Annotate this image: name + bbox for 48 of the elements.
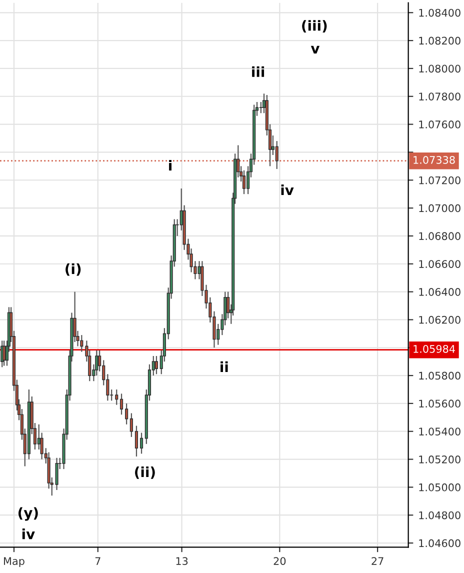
annotation: iv [281,184,294,196]
y-tick-label: 1.07000 [419,204,460,212]
y-tick-label: 1.04600 [419,539,460,548]
candlestick [154,355,158,375]
x-tick-label: 20 [274,557,286,565]
y-tick-label: 1.07200 [419,176,460,184]
candlestick [2,340,6,366]
candlestick [242,170,246,195]
candlestick [125,402,128,425]
x-tick-label: 27 [372,557,384,565]
candlestick [37,424,40,450]
y-tick-label: 1.08000 [419,64,460,73]
y-tick-label: 1.08200 [419,36,460,45]
candlestick [140,432,144,454]
annotation: iv [22,528,35,540]
candlestick [259,101,262,114]
candlestick [120,393,124,416]
y-tick-label: 1.05600 [419,400,460,408]
y-tick-label: 1.05000 [419,483,460,492]
y-tick-label: 1.06800 [419,232,460,240]
ref-line-label: 1.05984 [414,344,455,353]
candlestick [115,388,118,406]
annotation: ii [220,361,228,372]
candlestick [134,425,138,458]
annotation: (i) [66,263,81,276]
y-tick-label: 1.05800 [419,372,460,380]
y-tick-label: 1.05400 [419,428,460,436]
y-tick-label: 1.06600 [419,260,460,268]
y-tick-label: 1.07600 [419,120,460,128]
annotation: v [310,46,320,54]
x-tick-label: 13 [176,557,188,565]
y-tick-label: 1.06200 [419,316,460,324]
y-tick-label: 1.07800 [419,92,460,100]
annotation: (y) [18,507,38,521]
x-tick-label: 7 [95,557,100,565]
annotation: (iii) [302,20,327,32]
y-tick-label: 1.06400 [419,288,460,296]
y-tick-label: 1.04800 [419,511,460,520]
y-tick-label: 1.08400 [419,8,460,17]
ref-line-label: 1.07338 [414,156,455,164]
annotation: iii [252,66,264,77]
candlestick [130,412,133,438]
y-tick-label: 1.05200 [419,456,460,464]
candlestick [80,334,84,352]
x-tick-label: Мар [4,557,24,568]
annotation: i [169,160,172,171]
candlestick [275,140,278,170]
annotation: (ii) [135,466,155,479]
